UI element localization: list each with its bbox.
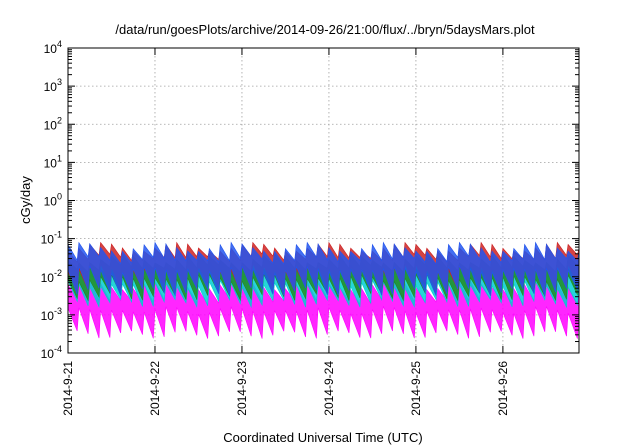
x-tick-label: 2014-9-23 bbox=[235, 361, 249, 416]
y-axis-label: cGy/day bbox=[18, 176, 33, 224]
chart-title: /data/run/goesPlots/archive/2014-09-26/2… bbox=[115, 22, 535, 37]
y-tick-label: 101 bbox=[44, 153, 62, 170]
x-axis-label: Coordinated Universal Time (UTC) bbox=[223, 430, 422, 445]
x-tick-label: 2014-9-21 bbox=[61, 361, 75, 416]
series-band bbox=[68, 241, 579, 296]
x-tick-label: 2014-9-24 bbox=[322, 361, 336, 416]
y-tick-label: 103 bbox=[44, 77, 62, 94]
x-tick-label: 2014-9-26 bbox=[496, 361, 510, 416]
y-tick-label: 10-1 bbox=[41, 230, 62, 247]
ticks-layer: 10-4 10-3 10-2 10-1 100 101 102 103 104 2014-9-21… bbox=[41, 39, 579, 416]
x-tick-label: 2014-9-22 bbox=[148, 361, 162, 416]
x-tick-label: 2014-9-25 bbox=[409, 361, 423, 416]
series-layer bbox=[68, 241, 579, 339]
y-tick-label: 104 bbox=[44, 39, 62, 56]
y-tick-label: 10-4 bbox=[41, 344, 62, 361]
y-tick-label: 100 bbox=[44, 192, 62, 209]
y-tick-label: 102 bbox=[44, 115, 62, 132]
y-tick-label: 10-2 bbox=[41, 268, 62, 285]
y-tick-label: 10-3 bbox=[41, 306, 62, 323]
